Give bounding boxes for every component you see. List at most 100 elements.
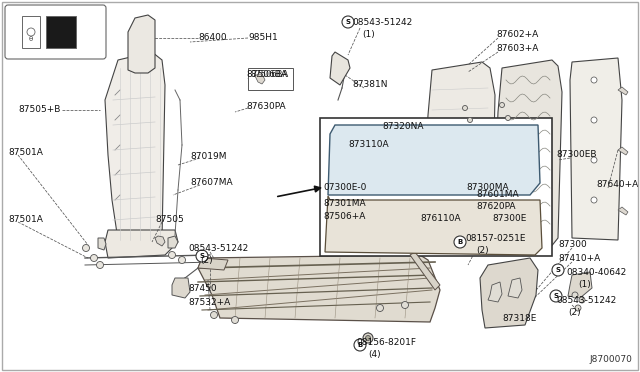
Text: 08157-0251E: 08157-0251E xyxy=(465,234,525,243)
Polygon shape xyxy=(325,196,542,255)
Circle shape xyxy=(211,311,218,318)
Text: 08340-40642: 08340-40642 xyxy=(566,268,627,277)
Circle shape xyxy=(354,339,366,351)
Polygon shape xyxy=(496,60,562,248)
Circle shape xyxy=(499,103,504,108)
Circle shape xyxy=(196,250,208,262)
Circle shape xyxy=(342,16,354,28)
Bar xyxy=(46,16,76,48)
Text: S: S xyxy=(556,267,561,273)
Text: 87602+A: 87602+A xyxy=(496,30,538,39)
Bar xyxy=(320,118,552,256)
Text: (2): (2) xyxy=(200,256,212,265)
Circle shape xyxy=(575,305,581,311)
Text: 87300: 87300 xyxy=(558,240,587,249)
Text: (2): (2) xyxy=(568,308,580,317)
Text: (1): (1) xyxy=(578,280,591,289)
Text: 87019M: 87019M xyxy=(190,152,227,161)
Circle shape xyxy=(401,301,408,308)
Text: 87410+A: 87410+A xyxy=(558,254,600,263)
Text: 985H1: 985H1 xyxy=(248,33,278,42)
Circle shape xyxy=(179,257,186,263)
Text: 87450: 87450 xyxy=(188,284,216,293)
Polygon shape xyxy=(425,62,495,250)
Text: 87381N: 87381N xyxy=(352,80,387,89)
Circle shape xyxy=(83,244,90,251)
Text: S: S xyxy=(346,19,351,25)
Circle shape xyxy=(591,117,597,123)
Text: 87300EB: 87300EB xyxy=(556,150,596,159)
Text: 87607MA: 87607MA xyxy=(190,178,232,187)
Bar xyxy=(22,16,40,48)
Polygon shape xyxy=(330,52,350,85)
Text: 876110A: 876110A xyxy=(420,214,461,223)
Text: 87630PA: 87630PA xyxy=(246,102,285,111)
Text: 87640+A: 87640+A xyxy=(596,180,638,189)
Text: 87601MA: 87601MA xyxy=(476,190,518,199)
Circle shape xyxy=(463,106,467,110)
Text: 87318E: 87318E xyxy=(502,314,536,323)
Text: 87506BA: 87506BA xyxy=(250,70,288,79)
Circle shape xyxy=(27,28,35,36)
Text: 87620PA: 87620PA xyxy=(476,202,515,211)
Text: 07300E-0: 07300E-0 xyxy=(323,183,366,192)
Text: 87300MA: 87300MA xyxy=(466,183,509,192)
Circle shape xyxy=(467,118,472,122)
Polygon shape xyxy=(568,272,592,298)
Polygon shape xyxy=(255,74,265,84)
Text: S: S xyxy=(554,293,559,299)
Text: 873110A: 873110A xyxy=(348,140,388,149)
Circle shape xyxy=(376,305,383,311)
Polygon shape xyxy=(198,258,228,270)
Text: 87506+A: 87506+A xyxy=(323,212,365,221)
Text: (2): (2) xyxy=(476,246,488,255)
Text: 08156-8201F: 08156-8201F xyxy=(356,338,416,347)
Polygon shape xyxy=(172,278,190,298)
Text: 86400: 86400 xyxy=(198,33,227,42)
Polygon shape xyxy=(168,236,178,248)
Text: B: B xyxy=(357,342,363,348)
Text: 87301MA: 87301MA xyxy=(323,199,365,208)
Text: 87300E: 87300E xyxy=(492,214,526,223)
Text: S: S xyxy=(200,253,205,259)
Text: 08543-51242: 08543-51242 xyxy=(188,244,248,253)
Text: 87505+B: 87505+B xyxy=(18,105,60,114)
Polygon shape xyxy=(128,15,155,73)
Polygon shape xyxy=(570,58,622,240)
FancyBboxPatch shape xyxy=(5,5,106,59)
Polygon shape xyxy=(155,236,165,246)
Circle shape xyxy=(552,264,564,276)
Circle shape xyxy=(454,236,466,248)
Text: 08543-51242: 08543-51242 xyxy=(352,18,412,27)
Circle shape xyxy=(550,290,562,302)
Polygon shape xyxy=(105,52,165,245)
Polygon shape xyxy=(198,255,440,322)
Circle shape xyxy=(232,317,239,324)
Circle shape xyxy=(591,197,597,203)
Polygon shape xyxy=(410,252,440,290)
Polygon shape xyxy=(328,125,540,195)
Polygon shape xyxy=(508,278,522,298)
Polygon shape xyxy=(488,282,502,302)
Polygon shape xyxy=(480,258,538,328)
Text: 08543-51242: 08543-51242 xyxy=(556,296,616,305)
Text: 87501A: 87501A xyxy=(8,215,43,224)
Polygon shape xyxy=(98,238,106,250)
Text: 87505: 87505 xyxy=(155,215,184,224)
Circle shape xyxy=(90,254,97,262)
Text: (4): (4) xyxy=(368,350,381,359)
Circle shape xyxy=(591,77,597,83)
Polygon shape xyxy=(105,230,178,258)
Circle shape xyxy=(97,262,104,269)
Circle shape xyxy=(591,157,597,163)
Text: B: B xyxy=(458,239,463,245)
Circle shape xyxy=(363,333,373,343)
Text: (1): (1) xyxy=(362,30,375,39)
Circle shape xyxy=(579,297,585,303)
Text: 87603+A: 87603+A xyxy=(496,44,538,53)
Text: 87532+A: 87532+A xyxy=(188,298,230,307)
Text: θ: θ xyxy=(29,36,33,42)
Circle shape xyxy=(572,292,578,298)
Bar xyxy=(248,68,293,90)
Text: 87320NA: 87320NA xyxy=(382,122,424,131)
